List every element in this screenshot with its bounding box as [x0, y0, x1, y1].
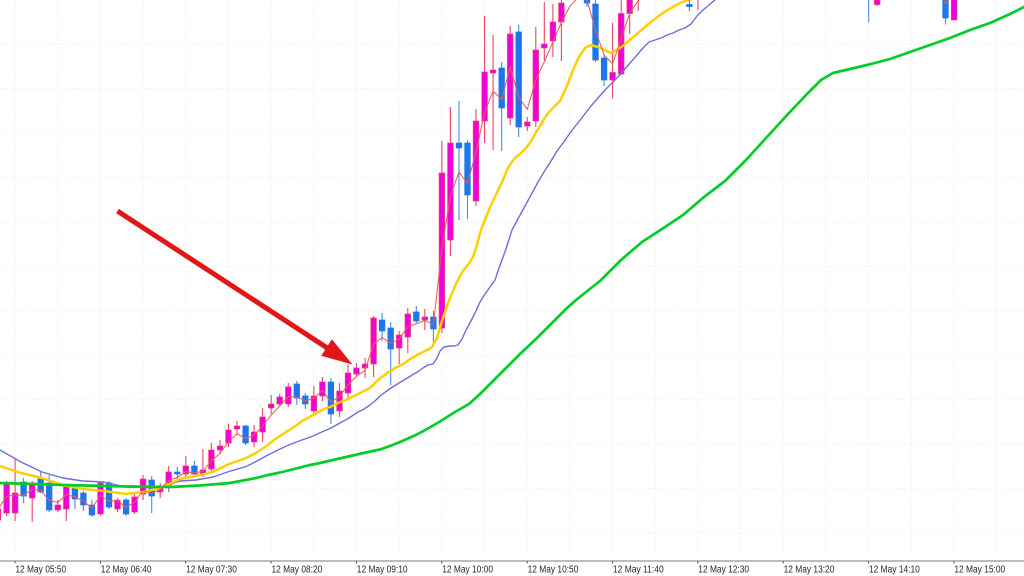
svg-text:12 May 12:30: 12 May 12:30	[698, 565, 749, 576]
svg-text:12 May 09:10: 12 May 09:10	[357, 565, 408, 576]
svg-text:12 May 05:50: 12 May 05:50	[15, 565, 66, 576]
svg-text:12 May 10:00: 12 May 10:00	[442, 565, 493, 576]
svg-text:12 May 08:20: 12 May 08:20	[272, 565, 323, 576]
svg-text:12 May 13:20: 12 May 13:20	[784, 565, 835, 576]
svg-text:12 May 10:50: 12 May 10:50	[528, 565, 579, 576]
svg-text:12 May 06:40: 12 May 06:40	[101, 565, 152, 576]
svg-text:12 May 14:10: 12 May 14:10	[869, 565, 920, 576]
svg-text:12 May 07:30: 12 May 07:30	[186, 565, 237, 576]
svg-text:12 May 11:40: 12 May 11:40	[613, 565, 664, 576]
svg-text:12 May 15:00: 12 May 15:00	[954, 565, 1005, 576]
